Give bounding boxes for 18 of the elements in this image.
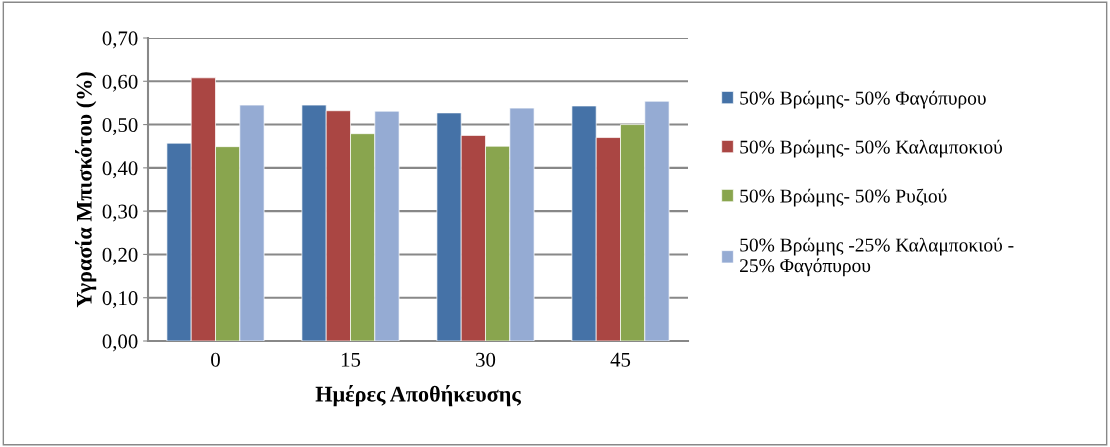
x-tick-label: 15 bbox=[341, 352, 361, 367]
y-tick-label: 0,70 bbox=[102, 31, 138, 49]
y-tick-label: 0,60 bbox=[102, 74, 138, 92]
y-tick-label: 0,20 bbox=[102, 247, 138, 265]
y-tick-label: 0,10 bbox=[102, 291, 138, 309]
y-tick-label: 0,40 bbox=[102, 161, 138, 179]
legend-label: 50% Βρώμης- 50% Ρυζιού bbox=[740, 188, 947, 207]
legend-label: 50% Βρώμης- 50% Καλαμποκιού bbox=[740, 139, 1002, 158]
legend-label: 50% Βρώμης -25% Καλαμποκιού - 25% Φαγόπυρου bbox=[740, 237, 1014, 277]
x-tick-label: 30 bbox=[476, 352, 496, 367]
legend-label: 50% Βρώμης- 50% Φαγόπυρου bbox=[740, 90, 986, 109]
y-tick-label: 0,30 bbox=[102, 204, 138, 222]
y-tick-label: 0,50 bbox=[102, 117, 138, 135]
x-tick-label: 0 bbox=[211, 352, 220, 367]
y-tick-label: 0,00 bbox=[102, 334, 138, 352]
x-axis-title: Ημέρες Αποθήκευσης bbox=[315, 384, 521, 407]
x-tick-label: 45 bbox=[610, 352, 631, 367]
y-axis-title: Υγρασία Μπισκότου (%) bbox=[75, 72, 97, 308]
